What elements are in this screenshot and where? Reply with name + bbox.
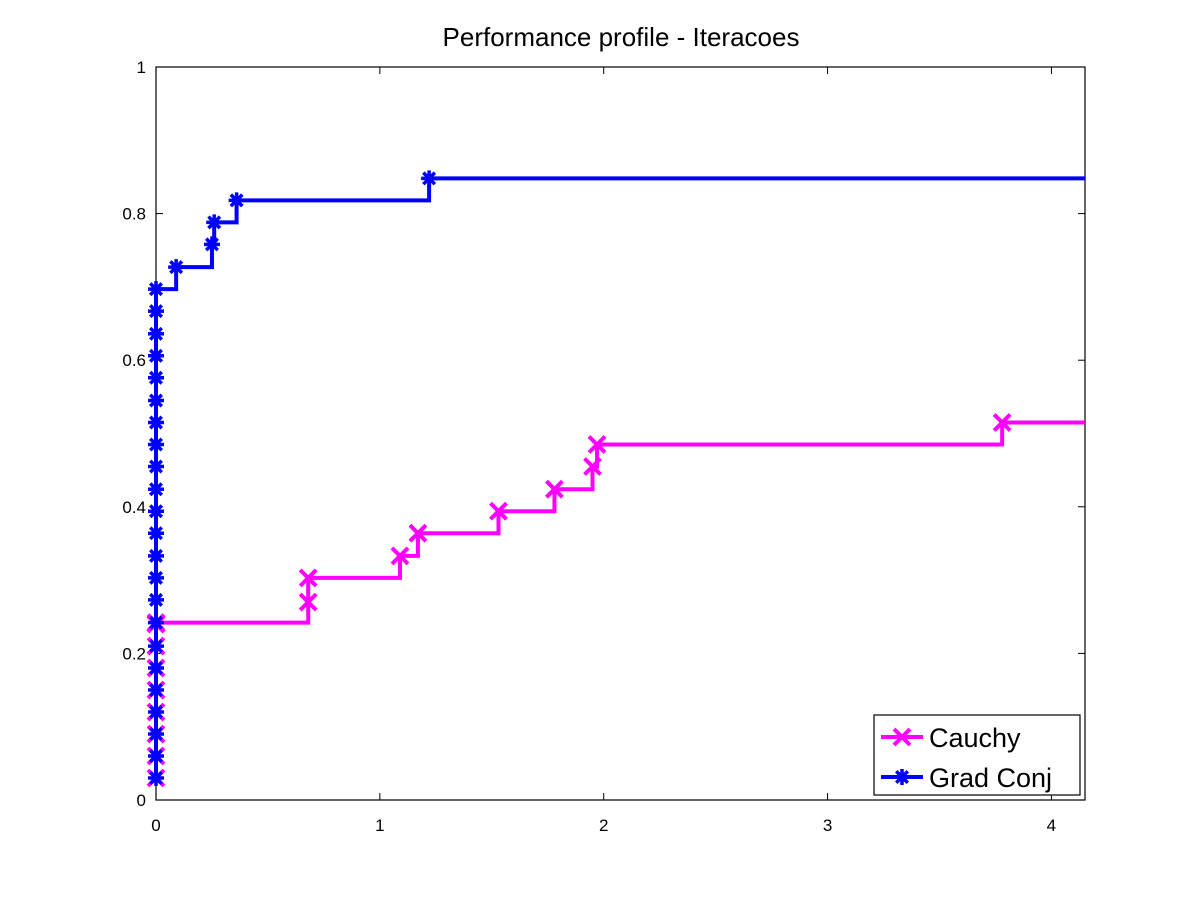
data-point (148, 281, 164, 298)
data-point (421, 170, 438, 187)
data-point (148, 569, 164, 586)
data-point (489, 501, 508, 521)
data-point (148, 369, 164, 386)
y-tick-label: 0.4 (122, 498, 146, 517)
data-point (148, 458, 164, 475)
plot-area (155, 66, 1086, 801)
data-point (228, 192, 245, 209)
y-tick-label: 0.6 (122, 351, 146, 370)
data-point (148, 414, 164, 431)
data-point (148, 704, 164, 721)
data-point (203, 236, 220, 253)
legend-marker (892, 727, 912, 747)
legend[interactable]: Cauchy Grad Conj (873, 714, 1081, 796)
data-point (148, 726, 164, 743)
data-point (148, 591, 164, 608)
y-tick-label: 0 (137, 791, 146, 810)
data-point (148, 682, 164, 699)
series-line (154, 176, 1085, 779)
data-point (148, 481, 164, 498)
x-tick-label: 2 (599, 816, 608, 835)
data-point (148, 436, 164, 453)
series-grad-conj (148, 170, 1085, 787)
x-tick-label: 1 (375, 816, 384, 835)
data-point (408, 523, 428, 543)
data-point (148, 614, 164, 631)
data-point (148, 638, 164, 655)
chart-title: Performance profile - Iteracoes (443, 22, 800, 52)
x-tick-label: 4 (1047, 816, 1056, 835)
series-layer (146, 170, 1085, 788)
data-point (587, 435, 607, 454)
data-point (148, 503, 164, 520)
data-point (148, 660, 164, 677)
legend-label: Grad Conj (929, 763, 1052, 793)
data-point (992, 413, 1012, 432)
data-point (148, 347, 164, 364)
y-tick-label: 1 (137, 58, 146, 77)
data-point (390, 546, 410, 566)
data-point (545, 479, 564, 499)
x-tick-label: 3 (823, 816, 832, 835)
data-point (148, 770, 164, 787)
y-tick-label: 0.2 (122, 644, 146, 663)
data-point (583, 457, 602, 476)
data-point (206, 214, 223, 231)
y-tick-label: 0.8 (122, 205, 146, 224)
data-point (148, 325, 164, 342)
legend-label: Cauchy (929, 723, 1021, 753)
data-point (298, 592, 318, 612)
legend-item[interactable]: Cauchy (881, 723, 1021, 753)
data-point (148, 547, 164, 564)
data-point (168, 259, 185, 276)
data-point (148, 303, 164, 320)
data-point (148, 392, 164, 409)
legend-item[interactable]: Grad Conj (881, 763, 1052, 793)
data-point (148, 748, 164, 765)
legend-marker (894, 769, 910, 785)
data-point (298, 568, 318, 588)
x-tick-label: 0 (151, 816, 160, 835)
data-point (148, 525, 164, 542)
